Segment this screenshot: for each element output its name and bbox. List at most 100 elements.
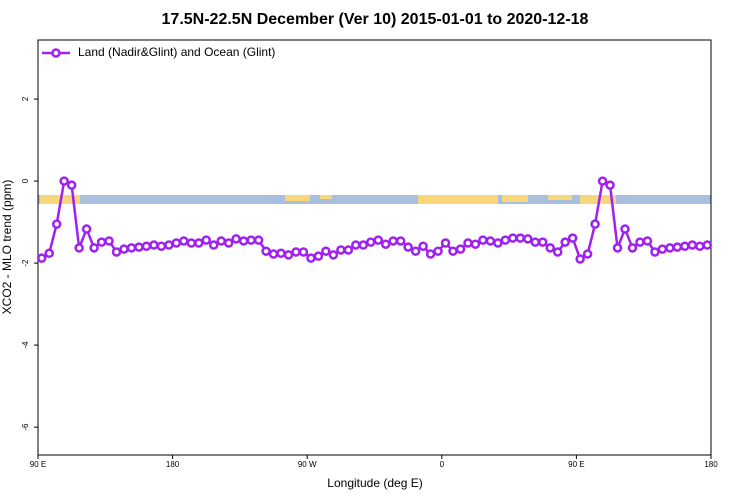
- x-tick-label: 90 E: [30, 460, 46, 469]
- data-point: [246, 235, 256, 245]
- data-point: [328, 250, 339, 260]
- data-point: [306, 253, 316, 263]
- legend-marker: [51, 48, 61, 58]
- data-point: [672, 242, 683, 252]
- data-point: [695, 241, 705, 252]
- data-point: [395, 236, 406, 246]
- data-point: [44, 248, 54, 258]
- data-point: [500, 235, 511, 245]
- data-point: [620, 224, 630, 234]
- data-point: [702, 240, 713, 250]
- y-tick-label: 0: [21, 178, 30, 183]
- data-point: [470, 239, 481, 249]
- data-point: [455, 244, 466, 254]
- x-axis-label: Longitude (deg E): [327, 476, 422, 490]
- data-point: [111, 247, 122, 257]
- data-point: [597, 176, 608, 186]
- data-point: [186, 238, 197, 248]
- data-point: [141, 241, 152, 252]
- data-point: [59, 176, 69, 186]
- data-point: [403, 242, 413, 252]
- data-point: [650, 247, 660, 257]
- data-point: [642, 236, 653, 246]
- data-point: [321, 246, 331, 256]
- data-point: [425, 249, 436, 259]
- data-point: [253, 235, 264, 245]
- y-tick-label: -6: [21, 423, 30, 431]
- data-point: [126, 243, 137, 253]
- data-point: [448, 246, 458, 256]
- y-tick-label: -2: [21, 259, 30, 267]
- data-point: [268, 249, 279, 259]
- data-point: [104, 236, 114, 246]
- x-tick-label: 90 W: [298, 460, 317, 469]
- data-point: [201, 235, 211, 245]
- data-point: [410, 246, 421, 256]
- data-point: [627, 243, 638, 253]
- data-point: [351, 240, 361, 250]
- data-point: [119, 244, 129, 254]
- data-point: [89, 243, 99, 253]
- data-point: [51, 219, 62, 229]
- x-tick-label: 180: [704, 460, 718, 469]
- data-point: [134, 242, 144, 252]
- data-point: [216, 236, 226, 246]
- data-point: [66, 180, 77, 190]
- data-point: [36, 253, 47, 263]
- x-tick-label: 0: [440, 460, 445, 469]
- data-point: [485, 236, 496, 246]
- data-point: [515, 233, 526, 243]
- data-point: [463, 238, 473, 248]
- data-point: [194, 238, 204, 248]
- data-point: [687, 240, 698, 250]
- data-point: [575, 254, 585, 264]
- data-point: [179, 236, 189, 246]
- data-point: [313, 251, 324, 261]
- data-point: [261, 246, 271, 256]
- data-point: [336, 245, 346, 255]
- data-point: [223, 238, 234, 248]
- x-tick-label: 90 E: [568, 460, 584, 469]
- data-point: [388, 236, 398, 246]
- data-point: [156, 241, 167, 252]
- data-point: [238, 236, 249, 246]
- data-point: [508, 233, 518, 243]
- data-point: [567, 233, 578, 243]
- data-point: [276, 248, 286, 258]
- data-point: [635, 237, 645, 247]
- data-point: [590, 219, 600, 229]
- data-point: [605, 180, 615, 190]
- data-point: [74, 243, 84, 253]
- data-point: [358, 240, 369, 250]
- data-point: [612, 243, 623, 253]
- legend-label: Land (Nadir&Glint) and Ocean (Glint): [78, 45, 275, 59]
- data-point: [530, 237, 541, 247]
- data-point: [96, 237, 107, 247]
- data-point: [171, 238, 182, 248]
- y-tick-label: 2: [21, 96, 30, 101]
- data-point: [418, 241, 428, 252]
- data-point: [298, 247, 309, 257]
- data-point: [433, 246, 443, 256]
- surface-strip: [38, 195, 711, 204]
- data-point: [582, 249, 593, 259]
- data-point: [81, 224, 92, 234]
- data-point: [343, 245, 354, 255]
- data-point: [538, 237, 548, 247]
- data-point: [231, 234, 241, 244]
- data-point: [523, 234, 533, 244]
- data-point: [545, 243, 555, 253]
- y-tick-label: -4: [21, 341, 30, 349]
- data-point: [552, 247, 563, 257]
- data-point: [493, 238, 503, 248]
- chart-title: 17.5N-22.5N December (Ver 10) 2015-01-01…: [162, 11, 589, 28]
- data-point: [208, 240, 219, 250]
- data-point: [657, 244, 668, 254]
- data-point: [680, 241, 690, 252]
- data-point: [665, 243, 675, 253]
- data-point: [149, 240, 159, 250]
- data-point: [291, 247, 301, 257]
- data-point: [440, 238, 451, 248]
